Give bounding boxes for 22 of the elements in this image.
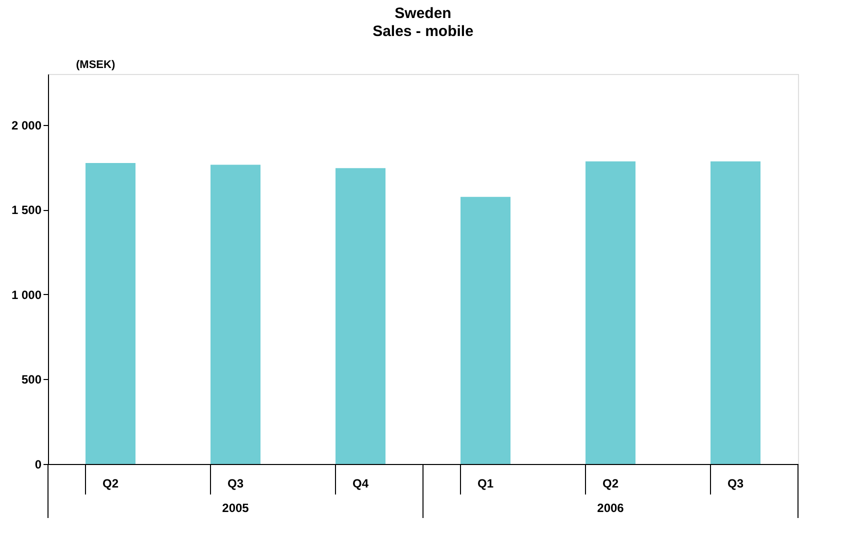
x-tick-label: Q2 <box>602 476 619 490</box>
text: 2005 <box>222 501 250 515</box>
y-tick-label: 500 <box>21 372 42 387</box>
bar <box>210 164 260 464</box>
x-tick-label: Q1 <box>477 476 494 490</box>
x-tick-label: Q3 <box>227 476 244 490</box>
chart-subtitle: Sales - mobile <box>372 23 474 40</box>
chart-title: Sweden <box>394 5 452 22</box>
y-tick-label: 0 <box>34 458 42 472</box>
x-tick-label: Q3 <box>727 476 744 490</box>
x-tick-label: Q4 <box>352 476 369 490</box>
y-tick-label: 1 000 <box>11 288 42 302</box>
bar <box>86 163 136 464</box>
bar <box>460 196 510 464</box>
x-tick-label: Q2 <box>102 476 119 490</box>
text: 2006 <box>597 501 624 515</box>
bar <box>336 168 386 464</box>
bar <box>710 161 760 464</box>
y-tick-label: 1 500 <box>11 203 42 218</box>
y-tick-label: 2 000 <box>11 118 42 132</box>
bar <box>586 161 636 464</box>
y-axis-title: (MSEK) <box>76 59 116 71</box>
